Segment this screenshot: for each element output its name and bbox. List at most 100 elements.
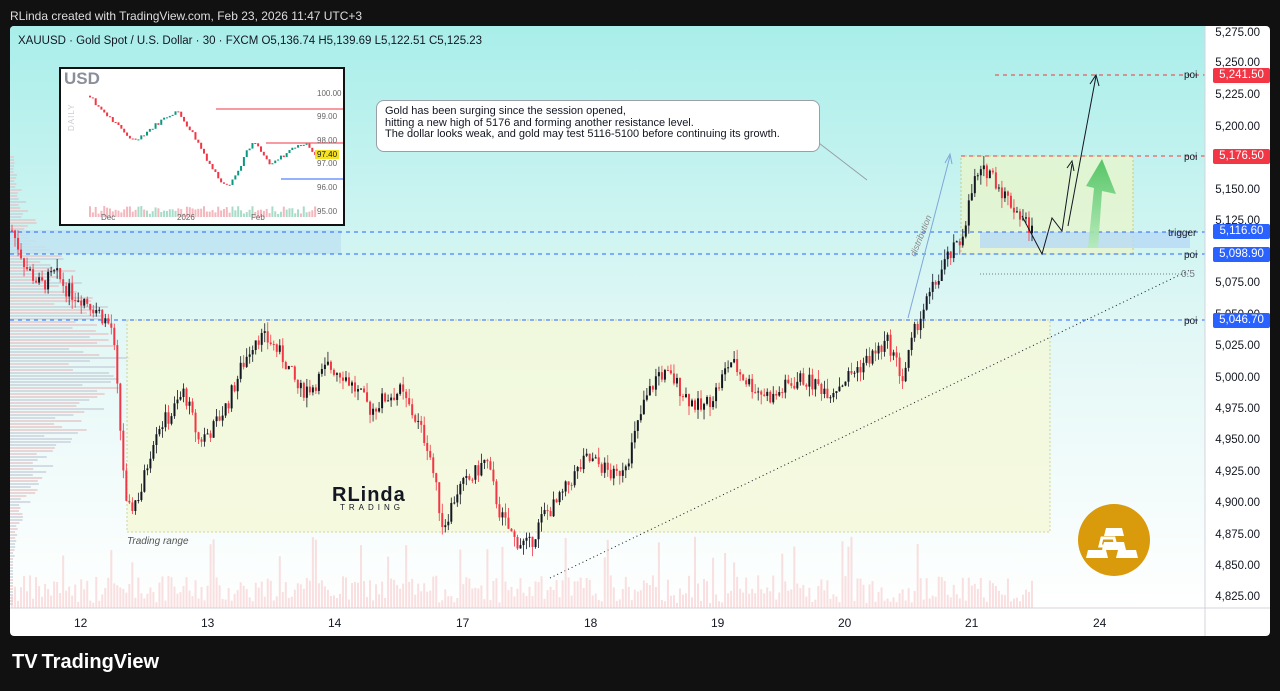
candle-body (633, 430, 636, 443)
volume-profile-row (10, 567, 13, 569)
volume-profile-row (10, 555, 15, 557)
inset-tick-2: 98.00 (317, 136, 338, 145)
volume-bar (519, 578, 522, 608)
volume-bar (724, 552, 727, 608)
candle-body (335, 373, 338, 375)
price-tick: 4,875.00 (1215, 529, 1260, 541)
volume-profile-row (10, 369, 73, 371)
volume-bar (555, 580, 558, 608)
volume-profile-row (10, 174, 17, 176)
volume-bar (44, 583, 47, 608)
candle-body (564, 481, 567, 492)
volume-bar (636, 591, 639, 608)
inset-volume-bar (188, 207, 191, 217)
inset-candle (288, 150, 291, 154)
inset-volume-bar (126, 206, 129, 217)
inset-volume-bar (117, 210, 120, 217)
inset-candle (194, 132, 197, 140)
candle-body (62, 279, 65, 286)
candle-body (269, 342, 272, 345)
inset-candle (302, 144, 305, 146)
volume-bar (477, 588, 480, 608)
inset-volume-bar (108, 208, 111, 217)
volume-profile-row (10, 405, 77, 407)
trigger-zone-left (10, 230, 341, 254)
tradingview-logo[interactable]: TV TradingView (12, 651, 159, 674)
candle-body (988, 170, 991, 179)
inset-candle (89, 95, 91, 98)
inset-candle (108, 116, 111, 118)
volume-profile-row (10, 279, 51, 281)
volume-bar (543, 598, 546, 608)
candle-body (227, 403, 230, 409)
candle-body (733, 359, 736, 363)
volume-bar (305, 577, 308, 608)
candle-body (883, 340, 886, 352)
inset-volume-bar (208, 211, 211, 217)
inset-candle (148, 128, 151, 132)
inset-candle (225, 183, 228, 185)
volume-bar (438, 602, 441, 608)
volume-bar (492, 580, 495, 608)
candle-body (627, 463, 630, 467)
candle-body (146, 468, 149, 471)
chart-panel[interactable]: XAUUSD · Gold Spot / U.S. Dollar · 30 · … (10, 26, 1270, 636)
candle-body (952, 242, 955, 259)
price-chart[interactable] (10, 26, 1270, 636)
volume-profile-row (10, 189, 22, 191)
candle-body (928, 291, 931, 297)
candle-body (266, 331, 269, 343)
candle-body (351, 382, 353, 386)
candle-body (167, 412, 170, 424)
volume-bar (95, 576, 98, 608)
price-scale[interactable]: 5,275.00 5,250.00 5,225.00 5,200.00 5,15… (1205, 26, 1270, 636)
volume-profile-row (10, 510, 19, 512)
candle-body (997, 187, 1000, 189)
volume-bar (275, 596, 278, 608)
inset-volume-bar (217, 206, 220, 217)
inset-candle (271, 163, 274, 165)
distribution-arrowhead (944, 152, 953, 165)
inset-volume-bar (308, 211, 311, 217)
inset-timeframe: DAILY (67, 103, 76, 131)
volume-profile-row (10, 213, 23, 215)
candle-body (23, 258, 26, 268)
candle-body (1006, 191, 1009, 196)
candle-body (838, 386, 841, 392)
inset-volume-bar (274, 211, 277, 217)
volume-bar (820, 579, 823, 608)
volume-profile (10, 156, 130, 605)
volume-bar (320, 580, 323, 608)
volume-bar (323, 586, 326, 608)
inset-tick-4: 96.00 (317, 183, 338, 192)
volume-profile-row (10, 357, 130, 359)
candle-body (534, 539, 537, 547)
volume-profile-row (10, 285, 59, 287)
footer-bar (0, 640, 1280, 691)
price-tick: 5,225.00 (1215, 89, 1260, 101)
volume-bar (549, 586, 552, 608)
candle-body (323, 364, 326, 370)
volume-profile-row (10, 372, 110, 374)
logo-main-text: RLinda (332, 484, 406, 506)
candle-body (901, 376, 904, 382)
volume-bar (215, 577, 218, 608)
inset-volume-bar (151, 211, 154, 217)
volume-bar (1015, 597, 1018, 608)
volume-bar (796, 583, 799, 608)
candle-body (796, 381, 799, 389)
candle-body (26, 267, 29, 270)
candle-body (92, 309, 95, 314)
inset-candle (200, 142, 203, 149)
volume-profile-row (10, 579, 13, 581)
inset-candle (128, 135, 131, 139)
inset-candle (297, 145, 300, 148)
candle-body (718, 387, 721, 389)
candle-body (203, 434, 206, 442)
volume-profile-row (10, 351, 84, 353)
candle-body (835, 391, 838, 393)
volume-profile-row (10, 456, 47, 458)
candle-body (1003, 191, 1006, 199)
volume-bar (143, 598, 146, 608)
inset-candle (174, 111, 177, 115)
